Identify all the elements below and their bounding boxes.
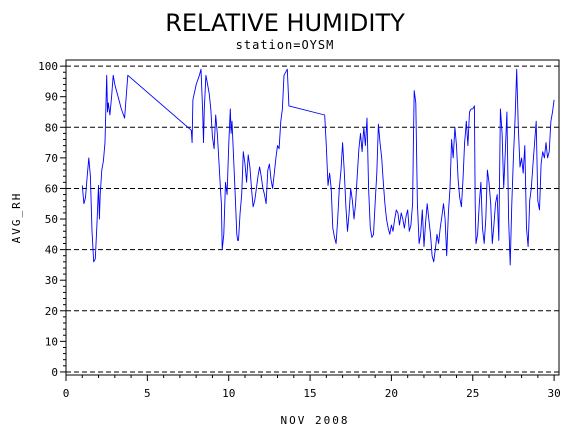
y-axis: 0 10 20 30 40 50 60 70 80 90 100 bbox=[38, 60, 66, 379]
y-tick-label: 70 bbox=[45, 152, 58, 165]
x-axis: 0 5 10 15 20 25 30 bbox=[63, 375, 561, 400]
x-tick-label: 20 bbox=[385, 387, 398, 400]
series-line-avg-rh bbox=[81, 68, 555, 266]
chart-subtitle: station=OYSM bbox=[236, 38, 335, 52]
y-tick-label: 40 bbox=[45, 244, 58, 257]
y-tick-label: 50 bbox=[45, 213, 58, 226]
y-tick-label: 80 bbox=[45, 121, 58, 134]
y-tick-label: 30 bbox=[45, 274, 58, 287]
y-axis-label: AVG_RH bbox=[10, 192, 23, 244]
x-tick-label: 25 bbox=[466, 387, 479, 400]
y-tick-label: 20 bbox=[45, 305, 58, 318]
plot-frame bbox=[65, 59, 560, 376]
y-tick-label: 60 bbox=[45, 182, 58, 195]
y-tick-label: 90 bbox=[45, 91, 58, 104]
x-tick-label: 30 bbox=[547, 387, 560, 400]
x-tick-label: 10 bbox=[222, 387, 235, 400]
y-tick-label: 10 bbox=[45, 335, 58, 348]
grid-lines bbox=[66, 65, 559, 373]
x-tick-label: 0 bbox=[63, 387, 70, 400]
y-tick-label: 0 bbox=[51, 366, 58, 379]
x-tick-label: 5 bbox=[144, 387, 151, 400]
x-tick-label: 15 bbox=[303, 387, 316, 400]
x-axis-label: NOV 2008 bbox=[281, 414, 350, 427]
chart-title: RELATIVE HUMIDITY bbox=[165, 9, 405, 37]
y-tick-label: 100 bbox=[38, 60, 58, 73]
